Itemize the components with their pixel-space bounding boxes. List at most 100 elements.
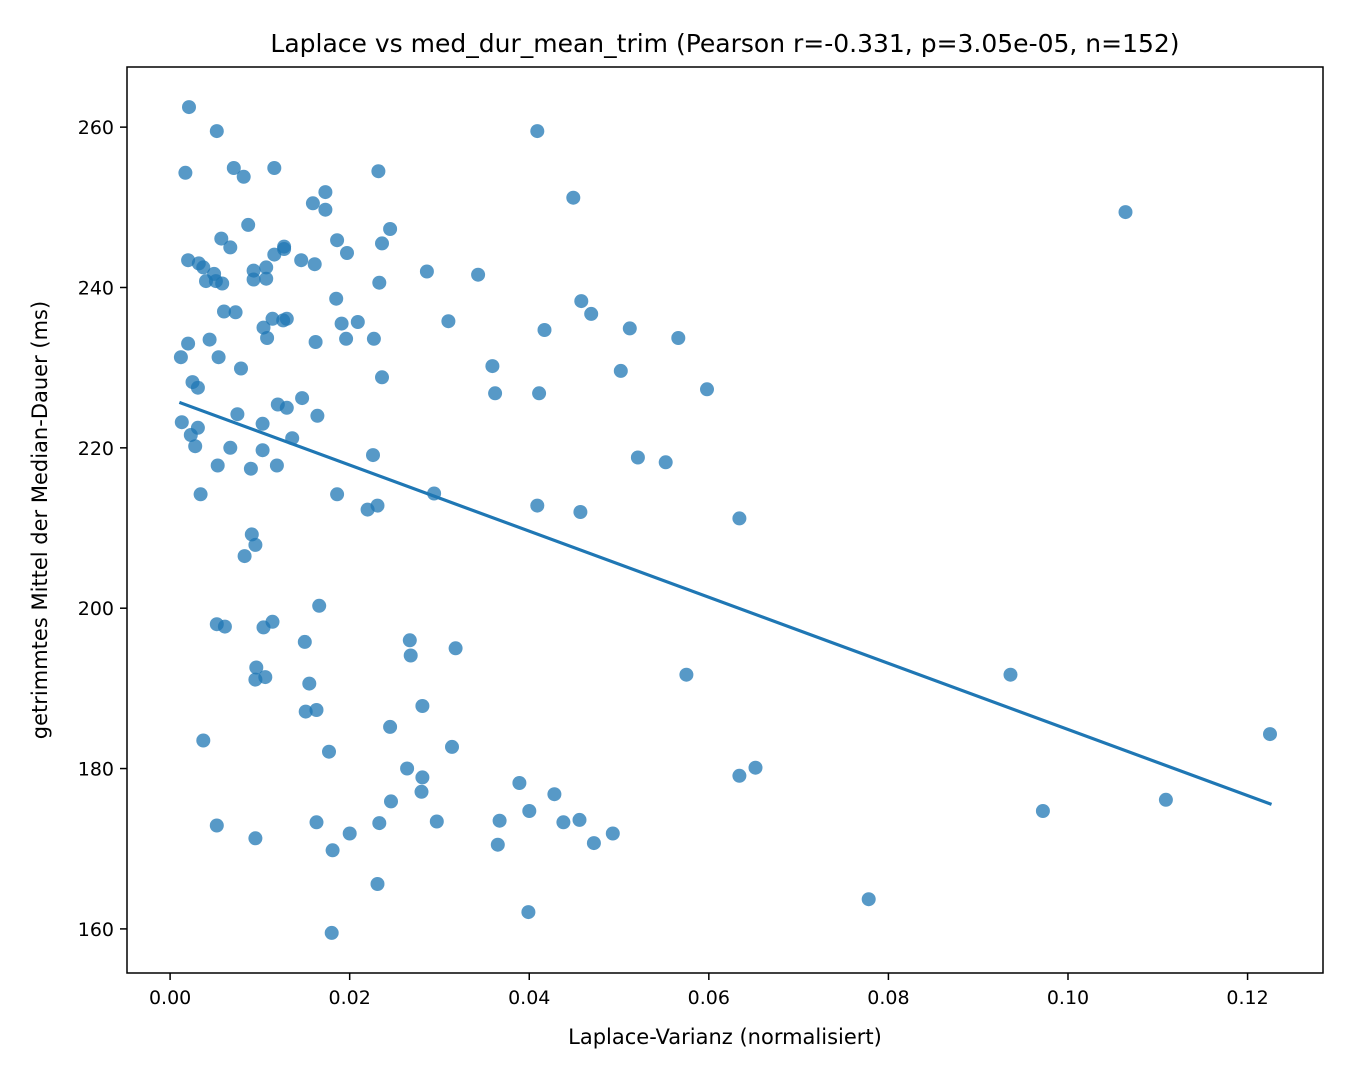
data-point: [209, 818, 224, 833]
data-point: [671, 331, 686, 345]
data-point: [196, 733, 211, 748]
data-point: [199, 274, 213, 289]
data-point: [241, 217, 256, 232]
data-point: [574, 294, 589, 309]
fit-line-group: [178, 400, 1273, 806]
data-point: [248, 831, 263, 846]
data-point: [414, 784, 429, 799]
data-point: [371, 164, 386, 179]
data-point: [679, 667, 694, 682]
data-point: [210, 458, 225, 473]
x-tick-label: 0.04: [508, 987, 550, 1009]
data-point: [309, 703, 324, 717]
data-point: [214, 231, 229, 246]
data-point: [236, 169, 251, 184]
data-point: [279, 311, 294, 326]
data-points: [173, 100, 1277, 940]
data-point: [492, 813, 507, 828]
data-point: [573, 505, 588, 519]
data-point: [228, 305, 243, 320]
data-point: [532, 386, 547, 401]
x-tick-label: 0.08: [867, 987, 909, 1009]
y-axis-label: getrimmtes Mittel der Median-Dauer (ms): [28, 301, 52, 739]
data-point: [318, 185, 333, 200]
data-point: [256, 620, 271, 635]
x-axis-ticks: 0.00 0.02 0.04 0.06 0.08 0.10 0.12: [149, 973, 1269, 1009]
data-point: [512, 776, 527, 790]
data-point: [255, 416, 270, 431]
data-point: [488, 386, 503, 401]
x-tick-label: 0.12: [1226, 987, 1268, 1009]
data-point: [732, 768, 747, 783]
data-point: [342, 826, 357, 841]
data-point: [226, 161, 241, 175]
data-point: [324, 925, 339, 940]
data-point: [181, 253, 196, 268]
y-tick-label: 180: [78, 759, 114, 781]
y-tick-label: 260: [78, 117, 114, 139]
data-point: [215, 276, 230, 291]
x-tick-label: 0.00: [149, 987, 191, 1009]
data-point: [182, 100, 196, 115]
data-point: [375, 236, 389, 251]
data-point: [279, 400, 294, 415]
data-point: [322, 744, 336, 759]
data-point: [318, 202, 333, 217]
data-point: [211, 350, 226, 365]
y-tick-label: 240: [78, 277, 114, 299]
y-tick-label: 220: [78, 438, 114, 460]
data-point: [471, 267, 486, 282]
data-point: [400, 761, 415, 776]
y-axis-ticks: 160 180 200 220 240 260: [78, 117, 127, 941]
data-point: [1035, 804, 1050, 818]
data-point: [309, 815, 324, 830]
plot-frame: [126, 66, 1324, 974]
data-point: [294, 253, 309, 268]
data-point: [325, 843, 340, 858]
fit-line: [178, 400, 1273, 806]
data-point: [613, 363, 628, 378]
data-point: [415, 770, 430, 785]
data-point: [174, 415, 189, 430]
data-point: [190, 380, 205, 395]
data-point: [248, 537, 263, 552]
data-point: [217, 304, 231, 319]
data-point: [566, 190, 581, 205]
data-point: [1158, 792, 1173, 807]
data-point: [259, 271, 274, 286]
x-axis-label: Laplace-Varianz (normalisiert): [568, 1025, 882, 1049]
data-point: [530, 498, 545, 513]
data-point: [230, 407, 245, 422]
data-point: [330, 487, 345, 502]
data-point: [255, 443, 270, 458]
data-point: [202, 332, 217, 347]
data-point: [298, 704, 313, 719]
data-point: [217, 619, 232, 634]
data-point: [237, 549, 252, 564]
data-point: [1003, 667, 1018, 682]
data-point: [246, 272, 261, 287]
data-point: [372, 816, 387, 831]
data-point: [441, 314, 456, 329]
data-point: [370, 877, 385, 891]
data-point: [267, 161, 282, 175]
data-point: [307, 257, 322, 272]
data-point: [329, 291, 344, 306]
data-point: [244, 527, 259, 542]
data-point: [732, 511, 747, 526]
data-point: [305, 196, 320, 211]
data-point: [269, 458, 284, 473]
data-point: [249, 660, 264, 675]
data-point: [234, 361, 248, 376]
data-point: [403, 648, 418, 663]
data-point: [383, 719, 398, 734]
data-point: [366, 448, 380, 463]
data-point: [265, 311, 280, 326]
data-point: [429, 814, 444, 829]
data-point: [209, 124, 224, 139]
x-tick-label: 0.06: [688, 987, 730, 1009]
data-point: [310, 408, 325, 423]
data-point: [183, 428, 198, 442]
data-point: [522, 804, 537, 818]
